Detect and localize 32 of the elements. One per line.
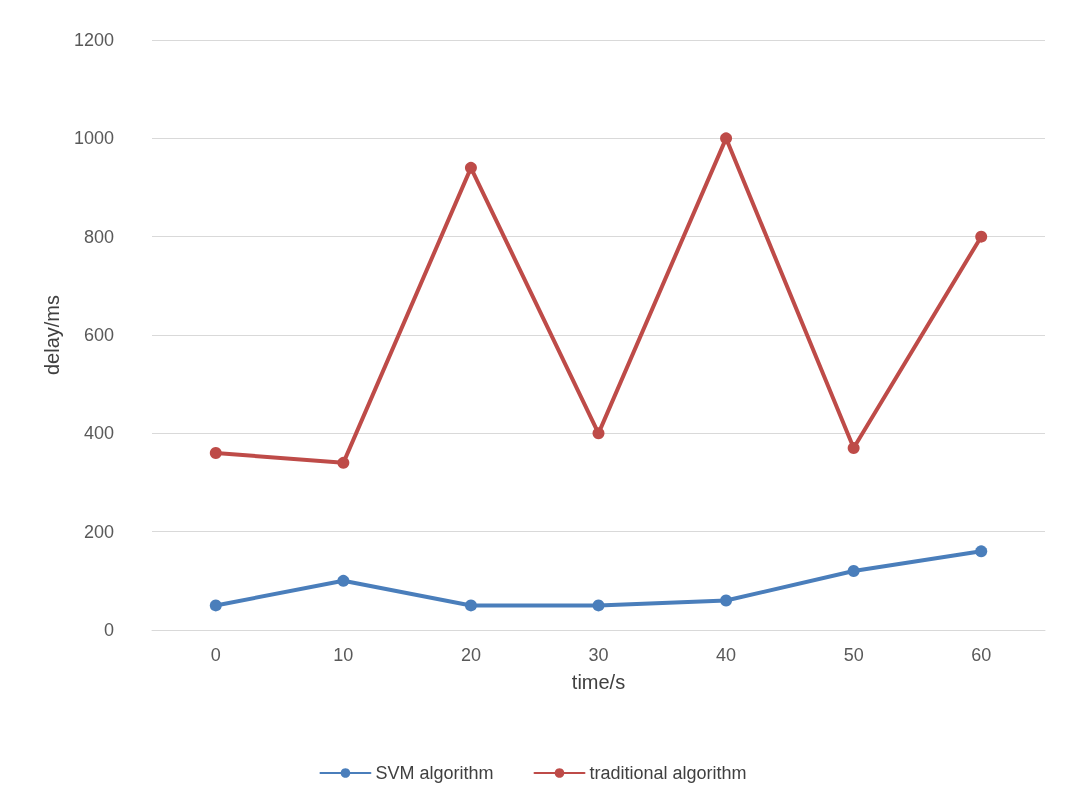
point (209, 447, 222, 459)
point (337, 456, 350, 469)
point (720, 594, 733, 607)
x-tick-label: 30 (588, 645, 609, 665)
point (337, 574, 350, 587)
y-tick-label: 400 (83, 423, 114, 444)
x-tick-label: 50 (843, 645, 864, 665)
y-tick-label: 200 (83, 521, 114, 542)
y-tick-label: 1000 (73, 128, 114, 149)
point (975, 545, 988, 558)
x-tick-label: 60 (971, 645, 992, 665)
legend-label: traditional algorithm (589, 763, 747, 783)
point (847, 442, 860, 455)
point (592, 427, 605, 440)
point (592, 599, 605, 612)
point (209, 599, 222, 612)
point (720, 132, 733, 145)
y-tick-label: 0 (103, 620, 114, 640)
y-tick-label: 1200 (73, 30, 114, 50)
x-tick-label: 40 (716, 645, 737, 665)
x-tick-label: 20 (460, 645, 481, 665)
point (464, 161, 477, 174)
y-tick-label: 800 (83, 226, 114, 247)
y-tick-label: 600 (83, 325, 114, 345)
point (464, 599, 477, 612)
y-axis-title: delay/ms (41, 294, 63, 376)
x-tick-label: 10 (333, 645, 354, 665)
point (975, 230, 988, 243)
x-axis-title: time/s (571, 671, 626, 693)
x-tick-label: 0 (210, 645, 221, 665)
legend-label: SVM algorithm (375, 763, 494, 783)
point (847, 565, 860, 577)
